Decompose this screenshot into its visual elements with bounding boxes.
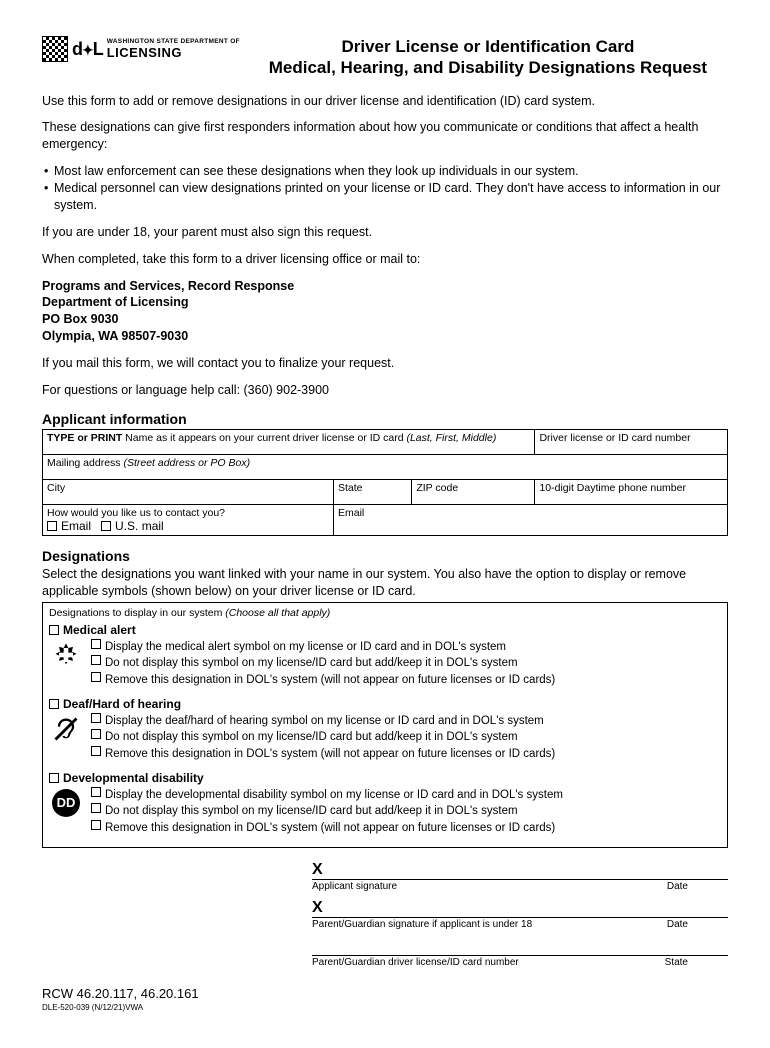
addr-line-1: Programs and Services, Record Response — [42, 278, 728, 295]
parent-dl-line[interactable] — [312, 940, 728, 956]
designations-box: Designations to display in our system (C… — [42, 602, 728, 848]
medical-opt-2-checkbox[interactable] — [91, 655, 101, 665]
dept-name-large: LICENSING — [107, 46, 240, 59]
intro-text: Use this form to add or remove designati… — [42, 93, 728, 399]
dev-opt-2-checkbox[interactable] — [91, 803, 101, 813]
dev-opt-1-checkbox[interactable] — [91, 787, 101, 797]
email-checkbox[interactable] — [47, 521, 57, 531]
phone-field[interactable]: 10-digit Daytime phone number — [535, 479, 728, 504]
applicant-sig-date-label: Date — [667, 881, 688, 892]
mailing-address-block: Programs and Services, Record Response D… — [42, 278, 728, 346]
usmail-checkbox[interactable] — [101, 521, 111, 531]
form-title: Driver License or Identification Card Me… — [248, 36, 728, 79]
parent-dl-label: Parent/Guardian driver license/ID card n… — [312, 957, 519, 968]
title-line-1: Driver License or Identification Card — [248, 36, 728, 57]
addr-line-2: Department of Licensing — [42, 294, 728, 311]
dol-mark-icon: d✦L — [72, 39, 103, 60]
developmental-group: Developmental disability DD Display the … — [49, 771, 721, 837]
intro-p3: If you are under 18, your parent must al… — [42, 224, 728, 241]
parent-signature-line[interactable]: X — [312, 902, 728, 918]
deaf-group: Deaf/Hard of hearing Display the deaf/ha… — [49, 697, 721, 763]
parent-sig-date-label: Date — [667, 919, 688, 930]
deaf-opt-1-checkbox[interactable] — [91, 713, 101, 723]
parent-state-label: State — [665, 957, 688, 968]
applicant-heading: Applicant information — [42, 411, 728, 427]
form-number: DLE-520-039 (N/12/21)VWA — [42, 1003, 728, 1012]
applicant-sig-label: Applicant signature — [312, 881, 397, 892]
form-header: d✦L WASHINGTON STATE DEPARTMENT OF LICEN… — [42, 36, 728, 79]
designations-heading: Designations — [42, 548, 728, 564]
designations-instruction: Designations to display in our system (C… — [49, 607, 721, 619]
city-field[interactable]: City — [43, 479, 334, 504]
medical-opt-3-checkbox[interactable] — [91, 672, 101, 682]
deaf-checkbox[interactable] — [49, 699, 59, 709]
title-line-2: Medical, Hearing, and Disability Designa… — [248, 57, 728, 78]
form-footer: RCW 46.20.117, 46.20.161 DLE-520-039 (N/… — [42, 986, 728, 1012]
deaf-opt-3-checkbox[interactable] — [91, 746, 101, 756]
designations-subtext: Select the designations you want linked … — [42, 566, 728, 600]
zip-field[interactable]: ZIP code — [412, 479, 535, 504]
intro-bullet-1: Most law enforcement can see these desig… — [42, 163, 728, 180]
intro-p2: These designations can give first respon… — [42, 119, 728, 153]
email-field[interactable]: Email — [334, 504, 728, 535]
rcw-citation: RCW 46.20.117, 46.20.161 — [42, 986, 728, 1001]
medical-alert-icon — [49, 639, 83, 689]
intro-p6: For questions or language help call: (36… — [42, 382, 728, 399]
mailing-address-field[interactable]: Mailing address (Street address or PO Bo… — [43, 454, 728, 479]
intro-p1: Use this form to add or remove designati… — [42, 93, 728, 110]
developmental-icon: DD — [49, 787, 83, 837]
signature-block: X Applicant signature Date X Parent/Guard… — [312, 864, 728, 968]
addr-line-4: Olympia, WA 98507-9030 — [42, 328, 728, 345]
intro-p5: If you mail this form, we will contact y… — [42, 355, 728, 372]
qr-icon — [42, 36, 68, 62]
state-field[interactable]: State — [334, 479, 412, 504]
applicant-signature-line[interactable]: X — [312, 864, 728, 880]
medical-opt-1-checkbox[interactable] — [91, 639, 101, 649]
dl-number-field[interactable]: Driver license or ID card number — [535, 429, 728, 454]
deaf-opt-2-checkbox[interactable] — [91, 729, 101, 739]
dev-opt-3-checkbox[interactable] — [91, 820, 101, 830]
addr-line-3: PO Box 9030 — [42, 311, 728, 328]
developmental-checkbox[interactable] — [49, 773, 59, 783]
medical-alert-group: Medical alert Display the medical alert … — [49, 623, 721, 689]
medical-alert-checkbox[interactable] — [49, 625, 59, 635]
deaf-icon — [49, 713, 83, 763]
contact-method-field[interactable]: How would you like us to contact you? Em… — [43, 504, 334, 535]
parent-sig-label: Parent/Guardian signature if applicant i… — [312, 919, 532, 930]
name-field[interactable]: TYPE or PRINT Name as it appears on your… — [43, 429, 535, 454]
intro-p4: When completed, take this form to a driv… — [42, 251, 728, 268]
agency-logo: d✦L WASHINGTON STATE DEPARTMENT OF LICEN… — [42, 36, 240, 62]
intro-bullet-2: Medical personnel can view designations … — [42, 180, 728, 214]
applicant-table: TYPE or PRINT Name as it appears on your… — [42, 429, 728, 536]
